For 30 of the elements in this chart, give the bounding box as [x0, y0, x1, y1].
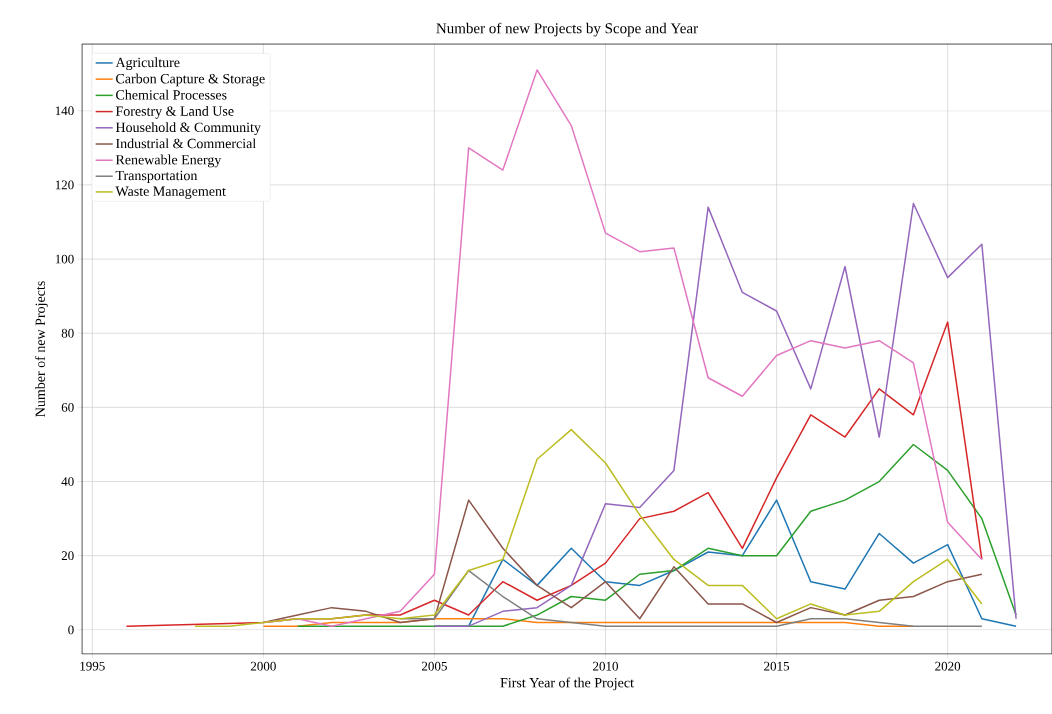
- legend-label: Industrial & Commercial: [115, 138, 256, 149]
- legend-label: Chemical Processes: [116, 89, 227, 100]
- x-axis-title: First Year of the Project: [500, 677, 634, 691]
- y-tick-label: 60: [61, 403, 74, 412]
- y-tick-label: 0: [68, 625, 74, 635]
- x-tick-label: 1995: [80, 661, 105, 671]
- line-series: [125, 321, 983, 627]
- line-series: [262, 499, 983, 624]
- legend-label: Transportation: [115, 170, 198, 184]
- legend-label: Agriculture: [115, 57, 180, 71]
- y-tick-label: 140: [55, 106, 74, 116]
- x-tick-label: 2010: [593, 661, 618, 671]
- y-tick-label: 120: [55, 180, 74, 190]
- x-tick-label: 2000: [250, 661, 276, 671]
- chart-title: Number of new Projects by Scope and Year: [436, 22, 698, 37]
- x-tick-label: 2020: [935, 661, 961, 671]
- y-tick-label: 80: [61, 328, 74, 338]
- legend-label: Household & Community: [115, 122, 261, 135]
- line-series: [433, 202, 1017, 627]
- y-tick-label: 40: [61, 477, 74, 486]
- legend-label: Renewable Energy: [115, 154, 222, 168]
- y-tick-label: 100: [55, 254, 74, 264]
- legend-label: Carbon Capture & Storage: [116, 73, 265, 87]
- y-axis-title: Number of new Projects: [35, 281, 48, 417]
- x-tick-label: 2005: [421, 661, 447, 671]
- x-tick-label: 2015: [764, 661, 790, 671]
- legend-label: Forestry & Land Use: [115, 105, 234, 119]
- legend-label: Waste Management: [115, 186, 226, 199]
- line-series: [194, 428, 983, 627]
- y-tick-label: 20: [61, 551, 74, 561]
